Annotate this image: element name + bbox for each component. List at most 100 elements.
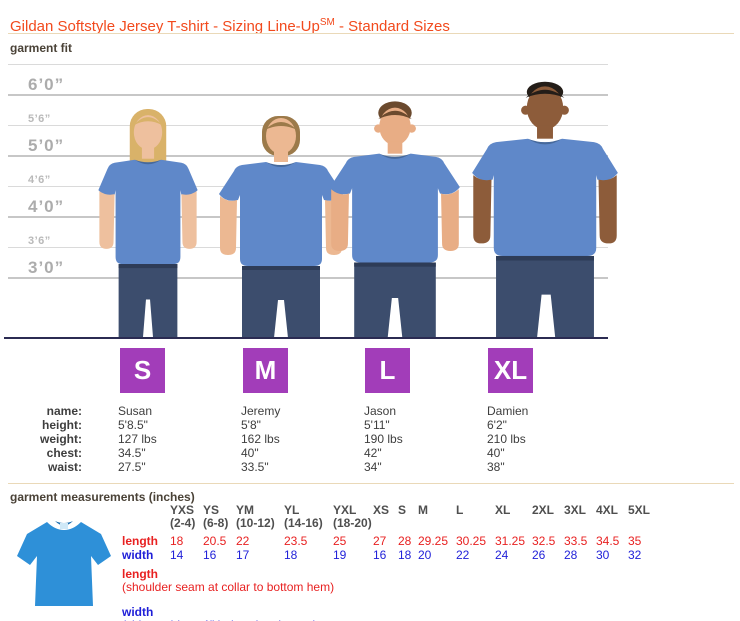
- belt: [496, 255, 594, 261]
- age-range: [373, 517, 398, 530]
- age-range: (14-16): [284, 516, 323, 530]
- width-value: 26: [532, 548, 546, 562]
- measurement-notes: length (shoulder seam at collar to botto…: [122, 568, 334, 621]
- age-range: [418, 517, 456, 530]
- ruler-label-3ft: 3’0”: [28, 258, 65, 277]
- length-note-title: length: [122, 567, 158, 581]
- neck: [537, 125, 553, 139]
- thumbnail-tee-body: [17, 522, 111, 606]
- ruler-line: [8, 94, 608, 96]
- width-value: 32: [628, 548, 642, 562]
- model-height: 5'11": [364, 418, 390, 432]
- width-value: 16: [203, 548, 217, 562]
- hair-fringe: [133, 117, 163, 126]
- size-badge-s: S: [120, 348, 165, 393]
- t-shirt-thumbnail: [17, 521, 111, 606]
- size-col-header: XL: [495, 503, 511, 517]
- right-arm: [441, 189, 459, 251]
- face: [266, 118, 296, 154]
- collar: [527, 138, 563, 145]
- model-height: 5'8": [241, 418, 261, 432]
- ear: [374, 124, 383, 133]
- spec-label-name: name:: [46, 404, 82, 418]
- jeans: [242, 266, 320, 338]
- size-col-header: 4XL: [596, 503, 619, 517]
- ruler-line: [8, 64, 608, 65]
- model-waist: 38": [487, 460, 505, 474]
- length-value: 32.5: [532, 534, 556, 548]
- belt: [242, 266, 320, 270]
- neck: [387, 141, 403, 154]
- spec-label-chest: chest:: [46, 446, 82, 460]
- size-col-header: S: [398, 503, 407, 517]
- face: [379, 107, 411, 146]
- title-suffix: - Standard Sizes: [334, 18, 450, 36]
- belt: [118, 264, 178, 269]
- ruler-label-4ft: 4’0”: [28, 197, 65, 216]
- model-name: Susan: [118, 404, 153, 418]
- garment-measurements-heading: garment measurements (inches): [10, 490, 195, 504]
- left-arm: [99, 191, 115, 249]
- length-value: 25: [333, 534, 347, 548]
- size-badge-m: M: [243, 348, 288, 393]
- title-main: Gildan Softstyle Jersey T-shirt - Sizing…: [10, 18, 320, 36]
- spec-label-weight: weight:: [40, 432, 82, 446]
- size-col-header: YM: [236, 503, 254, 517]
- length-value: 31.25: [495, 534, 526, 548]
- t-shirt: [330, 153, 460, 263]
- model-name: Jeremy: [241, 404, 281, 418]
- model-photo-damien: [472, 81, 618, 338]
- t-shirt: [472, 138, 618, 256]
- model-waist: 27.5": [118, 460, 146, 474]
- age-range-row: (2-4) (6-8) (10-12) (14-16) (18-20): [122, 517, 661, 530]
- length-value: 28: [398, 534, 412, 548]
- spec-label-height: height:: [42, 418, 82, 432]
- model-height: 5'8.5": [118, 418, 148, 432]
- model-chest: 34.5": [118, 446, 146, 460]
- left-arm: [331, 189, 349, 251]
- age-range: [495, 517, 532, 530]
- age-range: [456, 517, 495, 530]
- model-waist: 33.5": [241, 460, 269, 474]
- face: [133, 115, 163, 150]
- page-title: Gildan Softstyle Jersey T-shirt - Sizing…: [10, 17, 450, 35]
- right-arm: [181, 191, 197, 249]
- age-range: (10-12): [236, 516, 275, 530]
- width-value: 17: [236, 548, 250, 562]
- jeans: [118, 264, 178, 338]
- measurements-table: YXS YS YM YL YXL XS S M L XL 2XL 3XL 4XL…: [122, 504, 661, 563]
- model-chest: 40": [487, 446, 505, 460]
- size-col-header: 3XL: [564, 503, 587, 517]
- model-weight: 127 lbs: [118, 432, 157, 446]
- ruler-label-3ft6: 3’6”: [28, 235, 51, 247]
- length-value: 34.5: [596, 534, 620, 548]
- collar: [266, 162, 296, 167]
- size-col-header: YL: [284, 503, 300, 517]
- spec-col-susan: Susan 5'8.5" 127 lbs 34.5" 27.5": [118, 404, 238, 474]
- collar: [379, 153, 411, 159]
- ruler-label-5ft6: 5’6”: [28, 113, 51, 125]
- thumbnail-tee-label: [60, 523, 68, 529]
- ruler-line: [8, 125, 608, 126]
- age-range: (2-4): [170, 516, 196, 530]
- size-col-header: M: [418, 503, 428, 517]
- model-name: Jason: [364, 404, 397, 418]
- length-value: 18: [170, 534, 184, 548]
- model-chest: 40": [241, 446, 259, 460]
- age-range: [628, 517, 661, 530]
- left-arm: [473, 175, 492, 244]
- empty-cell: [122, 504, 170, 517]
- length-value: 27: [373, 534, 387, 548]
- width-row-label: width: [122, 548, 154, 562]
- width-note-text: (side to side at 1" below the sleeves): [122, 619, 334, 621]
- right-arm: [598, 175, 617, 244]
- ruler-line: [8, 155, 608, 157]
- length-value: 33.5: [564, 534, 588, 548]
- size-badge-l: L: [365, 348, 410, 393]
- divider-top: [8, 33, 734, 34]
- size-header-row: YXS YS YM YL YXL XS S M L XL 2XL 3XL 4XL…: [122, 504, 661, 517]
- size-col-header: L: [456, 503, 464, 517]
- neck: [141, 146, 155, 159]
- model-weight: 162 lbs: [241, 432, 280, 446]
